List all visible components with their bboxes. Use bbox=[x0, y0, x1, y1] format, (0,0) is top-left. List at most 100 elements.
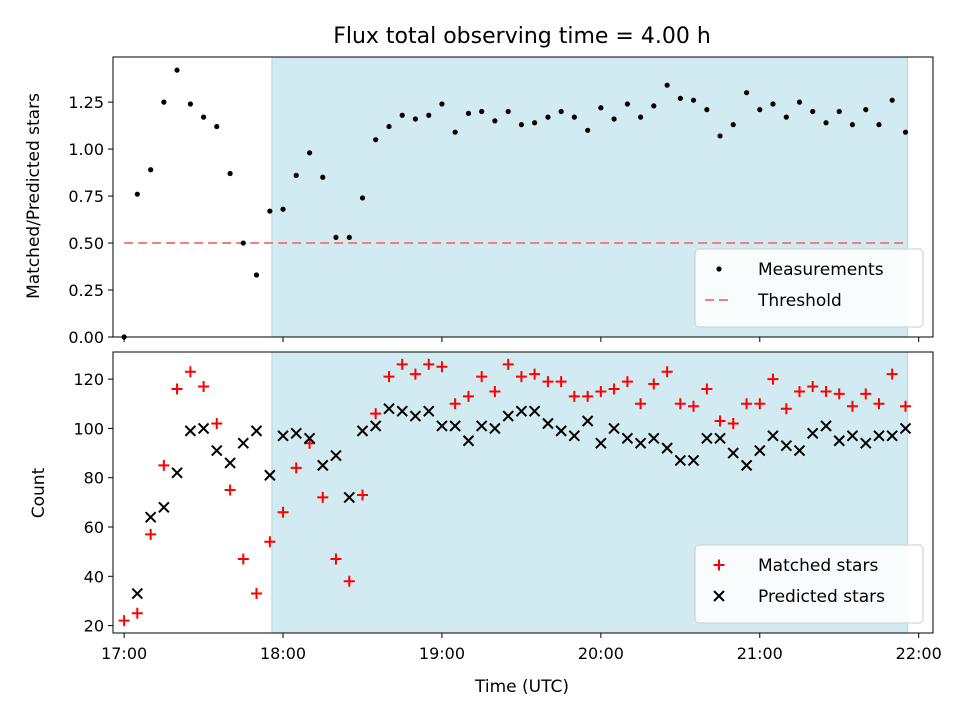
series-measurements bbox=[121, 67, 909, 340]
y-tick-label: 0.50 bbox=[68, 234, 104, 253]
data-point bbox=[158, 501, 170, 513]
data-point bbox=[833, 388, 845, 400]
data-point bbox=[267, 208, 273, 214]
data-point bbox=[740, 459, 753, 472]
data-point bbox=[863, 107, 869, 113]
data-point bbox=[571, 114, 577, 120]
y-axis-label-bottom: Count bbox=[29, 467, 49, 518]
data-point bbox=[727, 447, 739, 459]
data-point bbox=[145, 528, 157, 540]
y-tick-label: 100 bbox=[73, 419, 104, 438]
data-point bbox=[900, 400, 912, 412]
y-axis-label-top: Matched/Predicted stars bbox=[24, 93, 44, 299]
data-point bbox=[661, 442, 673, 454]
data-point bbox=[409, 368, 421, 380]
data-point bbox=[423, 358, 435, 370]
y-tick-label: 1.25 bbox=[68, 93, 104, 112]
data-point bbox=[846, 430, 859, 442]
y-tick-label: 60 bbox=[84, 518, 104, 537]
data-point bbox=[783, 114, 789, 120]
data-point bbox=[383, 402, 395, 415]
data-point bbox=[492, 118, 498, 124]
data-point bbox=[714, 415, 726, 427]
data-point bbox=[545, 114, 551, 120]
data-point bbox=[581, 415, 594, 427]
data-point bbox=[264, 469, 276, 481]
data-point bbox=[568, 390, 580, 402]
data-point bbox=[118, 615, 130, 627]
data-point bbox=[876, 122, 882, 128]
y-tick-label: 80 bbox=[84, 469, 104, 488]
data-point bbox=[439, 101, 445, 107]
data-point bbox=[320, 174, 326, 180]
data-point bbox=[476, 371, 488, 383]
data-point bbox=[171, 467, 183, 479]
data-point bbox=[529, 368, 541, 380]
data-point bbox=[648, 378, 660, 390]
data-point bbox=[820, 420, 832, 432]
data-point bbox=[754, 398, 766, 410]
data-point bbox=[528, 405, 541, 417]
data-point bbox=[595, 437, 607, 449]
x-axis-label: Time (UTC) bbox=[474, 677, 569, 697]
data-point bbox=[674, 398, 686, 410]
chart-title: Flux total observing time = 4.00 h bbox=[333, 24, 711, 49]
data-point bbox=[780, 403, 792, 415]
data-point bbox=[426, 112, 432, 118]
x-tick-label: 21:00 bbox=[737, 644, 783, 663]
axes-frame bbox=[112, 56, 934, 338]
data-point bbox=[369, 420, 382, 432]
x-tick-label: 19:00 bbox=[419, 644, 465, 663]
data-point bbox=[356, 489, 368, 501]
data-point bbox=[277, 506, 289, 518]
data-point bbox=[187, 101, 193, 107]
data-point bbox=[608, 383, 620, 395]
data-point bbox=[227, 170, 233, 177]
legend-box bbox=[694, 544, 924, 624]
data-point bbox=[624, 101, 631, 107]
data-point bbox=[396, 358, 408, 370]
data-point bbox=[343, 575, 355, 587]
data-point bbox=[860, 437, 872, 449]
data-point bbox=[330, 449, 342, 462]
data-point bbox=[131, 587, 144, 600]
data-point bbox=[144, 511, 157, 523]
legend-label: Predicted stars bbox=[758, 587, 885, 607]
data-point bbox=[690, 97, 697, 103]
y-tick-label: 1.00 bbox=[68, 140, 104, 159]
data-point bbox=[651, 103, 657, 109]
data-point bbox=[585, 127, 591, 133]
axes-frame bbox=[112, 351, 934, 634]
data-point bbox=[542, 417, 554, 430]
data-point bbox=[595, 385, 607, 397]
data-point bbox=[754, 444, 766, 457]
data-point bbox=[214, 123, 220, 130]
data-point bbox=[886, 368, 898, 380]
data-point bbox=[452, 129, 458, 135]
series-predicted-stars bbox=[131, 402, 912, 600]
data-point bbox=[767, 430, 779, 442]
panel-bottom-count: 20 40 60 80 100 120 17:00 18:00 19:00 20:00 21:00 2… bbox=[73, 351, 942, 663]
data-point bbox=[757, 107, 763, 113]
data-point bbox=[902, 129, 909, 135]
data-point bbox=[743, 90, 750, 96]
data-point bbox=[555, 376, 567, 388]
data-point bbox=[661, 366, 673, 378]
data-point bbox=[158, 459, 170, 471]
data-point bbox=[558, 108, 564, 115]
legend-label: Matched stars bbox=[758, 556, 878, 576]
data-point bbox=[359, 195, 366, 201]
data-point bbox=[648, 432, 660, 444]
data-point bbox=[303, 432, 316, 444]
y-tick-label: 20 bbox=[84, 617, 104, 636]
legend-label: Measurements bbox=[758, 260, 884, 280]
data-point bbox=[462, 435, 475, 447]
data-point bbox=[211, 444, 223, 457]
y-tick-label: 0.00 bbox=[68, 328, 104, 347]
data-point bbox=[635, 398, 647, 410]
data-point bbox=[174, 67, 180, 73]
data-point bbox=[688, 400, 700, 412]
y-tick-label: 40 bbox=[84, 567, 104, 586]
legend-marker bbox=[713, 590, 725, 602]
legend-marker bbox=[713, 559, 725, 571]
